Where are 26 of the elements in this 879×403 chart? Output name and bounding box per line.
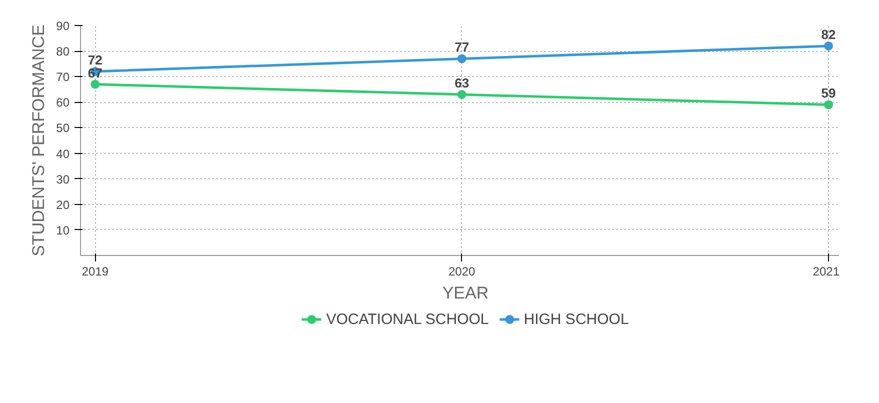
- y-tick-label: 40: [56, 146, 70, 161]
- x-tick-label: 2020: [448, 264, 476, 278]
- legend-label: HIGH SCHOOL: [524, 310, 629, 328]
- data-label: 59: [821, 86, 836, 101]
- point: [457, 90, 466, 99]
- y-tick-label: 50: [56, 121, 70, 136]
- data-label: 72: [88, 52, 102, 68]
- x-tick-label: 2021: [812, 264, 840, 278]
- data-label: 82: [821, 26, 836, 42]
- y-tick-label: 20: [56, 198, 70, 212]
- x-axis-title: YEAR: [442, 284, 489, 302]
- point: [90, 80, 100, 89]
- data-label: 77: [454, 40, 470, 55]
- point: [457, 54, 466, 64]
- y-tick-label: 90: [56, 19, 70, 33]
- legend-label: VOCATIONAL SCHOOL: [326, 310, 489, 328]
- y-tick-label: 10: [56, 223, 70, 238]
- y-tick-label: 60: [56, 96, 70, 110]
- y-tick-label: 30: [56, 172, 70, 186]
- y-axis-title: STUDENTS' PERFORMANCE: [29, 24, 48, 256]
- y-tick-label: 70: [56, 70, 70, 84]
- x-tick-label: 2019: [82, 264, 109, 278]
- data-label: 63: [454, 76, 470, 90]
- point: [824, 41, 833, 50]
- y-tick-label: 80: [56, 44, 70, 59]
- point: [824, 100, 833, 110]
